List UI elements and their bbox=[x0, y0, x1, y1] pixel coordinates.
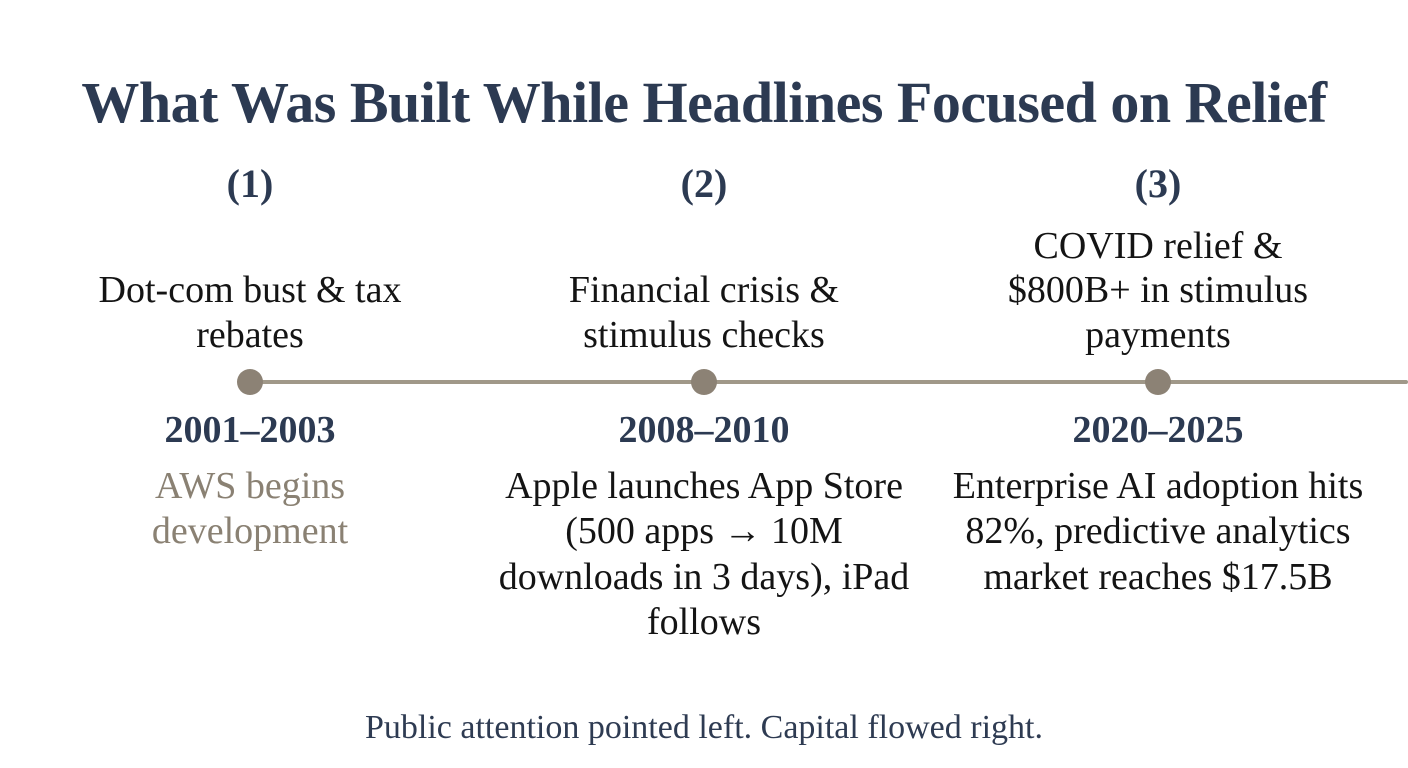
event-detail-2: Apple launches App Store (500 apps → 10M… bbox=[498, 464, 910, 644]
event-headline-3: COVID relief & $800B+ in stimulus paymen… bbox=[1007, 224, 1309, 357]
period-label-1: 2001–2003 bbox=[164, 409, 336, 451]
phase-number-2: (2) bbox=[680, 161, 728, 206]
page-title: What Was Built While Headlines Focused o… bbox=[81, 69, 1327, 135]
event-headline-1: Dot-com bust & tax rebates bbox=[98, 269, 402, 357]
timeline-column-2-top: (2) Financial crisis & stimulus checks bbox=[477, 160, 931, 358]
phase-number-3: (3) bbox=[1134, 161, 1182, 206]
timeline-top-band: (1) Dot-com bust & tax rebates (2) Finan… bbox=[23, 160, 1385, 358]
timeline-column-2-bottom: 2008–2010 Apple launches App Store (500 … bbox=[477, 408, 931, 646]
period-label-3: 2020–2025 bbox=[1072, 409, 1244, 451]
event-detail-3: Enterprise AI adoption hits 82%, predict… bbox=[952, 464, 1364, 598]
phase-number-1: (1) bbox=[226, 161, 274, 206]
footer-caption: Public attention pointed left. Capital f… bbox=[365, 709, 1043, 746]
timeline-column-3-bottom: 2020–2025 Enterprise AI adoption hits 82… bbox=[931, 408, 1385, 646]
timeline-dot-1 bbox=[237, 369, 263, 395]
timeline-column-1-bottom: 2001–2003 AWS begins development bbox=[23, 408, 477, 646]
event-detail-1: AWS begins development bbox=[151, 464, 349, 553]
timeline-bottom-band: 2001–2003 AWS begins development 2008–20… bbox=[23, 408, 1385, 646]
timeline-dot-3 bbox=[1145, 369, 1171, 395]
timeline-column-3-top: (3) COVID relief & $800B+ in stimulus pa… bbox=[931, 160, 1385, 358]
event-headline-2: Financial crisis & stimulus checks bbox=[568, 269, 840, 357]
timeline-dot-2 bbox=[691, 369, 717, 395]
timeline-column-1-top: (1) Dot-com bust & tax rebates bbox=[23, 160, 477, 358]
timeline-axis-line bbox=[250, 380, 1408, 384]
period-label-2: 2008–2010 bbox=[618, 409, 790, 451]
